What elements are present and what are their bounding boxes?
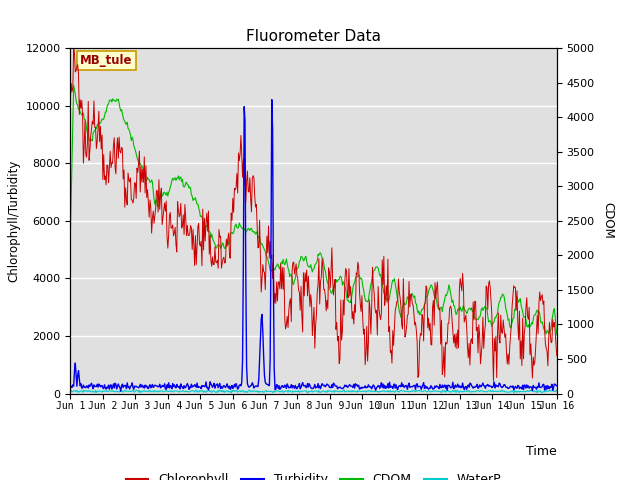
Title: Fluorometer Data: Fluorometer Data bbox=[246, 29, 381, 44]
Y-axis label: CDOM: CDOM bbox=[601, 203, 614, 239]
Y-axis label: Chlorophyll/Turbidity: Chlorophyll/Turbidity bbox=[7, 160, 20, 282]
Text: Time: Time bbox=[526, 445, 557, 458]
Text: MB_tule: MB_tule bbox=[80, 54, 132, 67]
Legend: Chlorophyll, Turbidity, CDOM, WaterP: Chlorophyll, Turbidity, CDOM, WaterP bbox=[121, 468, 506, 480]
